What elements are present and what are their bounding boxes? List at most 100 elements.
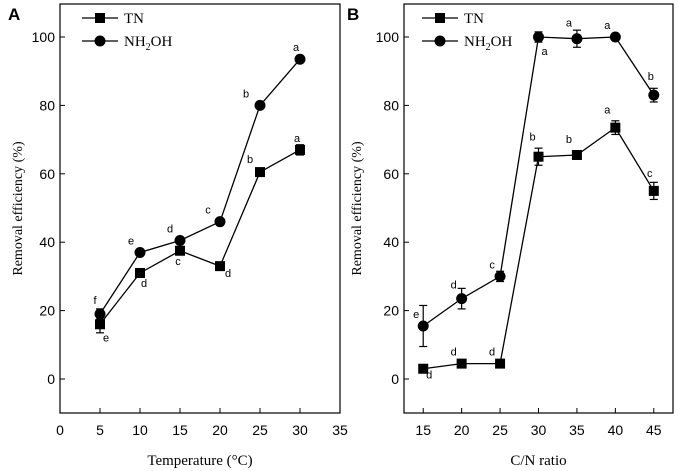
x-tick-label: 35 [569, 422, 585, 438]
y-tick-label: 20 [39, 303, 55, 319]
data-point-circle [456, 293, 468, 305]
x-axis-label: Temperature (°C) [147, 453, 252, 469]
series-line [99, 149, 301, 325]
x-tick-label: 30 [531, 422, 547, 438]
data-point-square [95, 319, 105, 330]
significance-letter: d [451, 280, 457, 292]
significance-letter: b [247, 154, 253, 166]
data-point-circle [294, 53, 306, 65]
data-point-square [648, 185, 659, 196]
data-point-square [456, 358, 467, 369]
significance-letter: d [451, 347, 457, 359]
y-tick-label: 20 [383, 303, 399, 319]
data-point-square [135, 267, 145, 278]
data-point-circle [494, 270, 506, 282]
x-tick-label: 25 [252, 422, 268, 438]
significance-letter: d [225, 268, 231, 280]
significance-letter: a [541, 46, 548, 58]
significance-letter: a [294, 133, 301, 145]
significance-letter: a [604, 20, 611, 32]
x-tick-label: 15 [415, 422, 431, 438]
significance-letter: a [604, 105, 611, 117]
significance-letter: e [103, 332, 109, 344]
panel-b: B 0 20 40 60 80 100 15 20 25 30 35 40 45 Removal effic… [347, 3, 674, 469]
series-tn: e d c d b a [95, 133, 305, 344]
y-tick-label: 0 [47, 371, 55, 387]
significance-letter: d [426, 370, 432, 382]
significance-letter: e [128, 235, 134, 247]
plot-frame [59, 3, 341, 414]
significance-letter: b [529, 132, 535, 144]
x-tick-label: 25 [492, 422, 508, 438]
panel-label: B [347, 5, 359, 24]
series-nh2oh: f e d c b a [93, 42, 306, 320]
x-tick-label: 30 [292, 422, 308, 438]
significance-letter: b [566, 134, 572, 146]
significance-letter: c [175, 256, 181, 268]
legend-label: TN [124, 11, 144, 27]
legend-marker-square [435, 13, 445, 23]
x-axis-label: C/N ratio [510, 453, 566, 469]
x-tick-label: 15 [172, 422, 188, 438]
x-tick-label: 20 [212, 422, 228, 438]
y-tick-label: 80 [39, 97, 55, 113]
significance-letter: f [93, 295, 97, 307]
x-tick-label: 45 [646, 422, 662, 438]
data-point-square [418, 363, 429, 374]
series-line [99, 58, 301, 315]
data-point-square [255, 167, 265, 178]
data-point-circle [571, 33, 583, 45]
significance-letter: b [243, 88, 249, 100]
legend-marker-circle [94, 35, 106, 47]
legend-label: NH2OH [464, 34, 513, 53]
series-nh2oh: e d c a a a b [413, 18, 660, 348]
data-point-square [175, 245, 185, 256]
data-point-square [533, 151, 544, 162]
data-point-square [610, 122, 621, 133]
y-tick-label: 80 [383, 97, 399, 113]
legend-marker-circle [434, 35, 446, 47]
y-axis-label: Removal efficiency (%) [350, 141, 365, 276]
series-line [422, 36, 655, 327]
data-point-circle [254, 99, 266, 111]
x-tick-label: 35 [332, 422, 348, 438]
data-point-circle [417, 320, 429, 332]
y-axis-label: Removal efficiency (%) [11, 141, 26, 276]
data-point-circle [214, 216, 226, 228]
data-point-circle [94, 308, 106, 320]
legend: TN NH2OH [82, 11, 173, 53]
significance-letter: d [141, 278, 147, 290]
significance-letter: c [205, 205, 211, 217]
significance-letter: c [647, 168, 653, 180]
significance-letter: a [293, 42, 300, 54]
significance-letter: d [489, 347, 495, 359]
data-point-circle [609, 31, 621, 43]
y-tick-label: 60 [383, 166, 399, 182]
significance-letter: e [413, 309, 419, 321]
data-point-square [215, 261, 225, 272]
legend: TN NH2OH [422, 11, 513, 53]
series-tn: d d d b b a c [418, 105, 659, 382]
panel-label: A [8, 5, 20, 24]
y-tick-label: 60 [39, 166, 55, 182]
x-tick-label: 40 [608, 422, 624, 438]
data-point-square [495, 358, 506, 369]
data-point-square [571, 149, 582, 160]
plot-frame [403, 3, 674, 414]
x-tick-label: 0 [56, 422, 64, 438]
y-tick-label: 100 [32, 29, 56, 45]
data-point-circle [648, 89, 660, 101]
data-point-circle [533, 31, 544, 43]
x-tick-label: 10 [132, 422, 148, 438]
data-point-circle [174, 234, 186, 246]
data-point-circle [134, 246, 146, 258]
significance-letter: c [489, 259, 495, 271]
x-tick-label: 20 [454, 422, 470, 438]
legend-label: TN [464, 11, 484, 27]
panel-a: A 0 20 40 60 80 100 0 5 10 15 20 25 30 35 Removal effic… [8, 3, 348, 469]
y-tick-label: 0 [391, 371, 399, 387]
y-tick-label: 40 [383, 234, 399, 250]
significance-letter: a [566, 18, 573, 30]
significance-letter: d [167, 223, 173, 235]
